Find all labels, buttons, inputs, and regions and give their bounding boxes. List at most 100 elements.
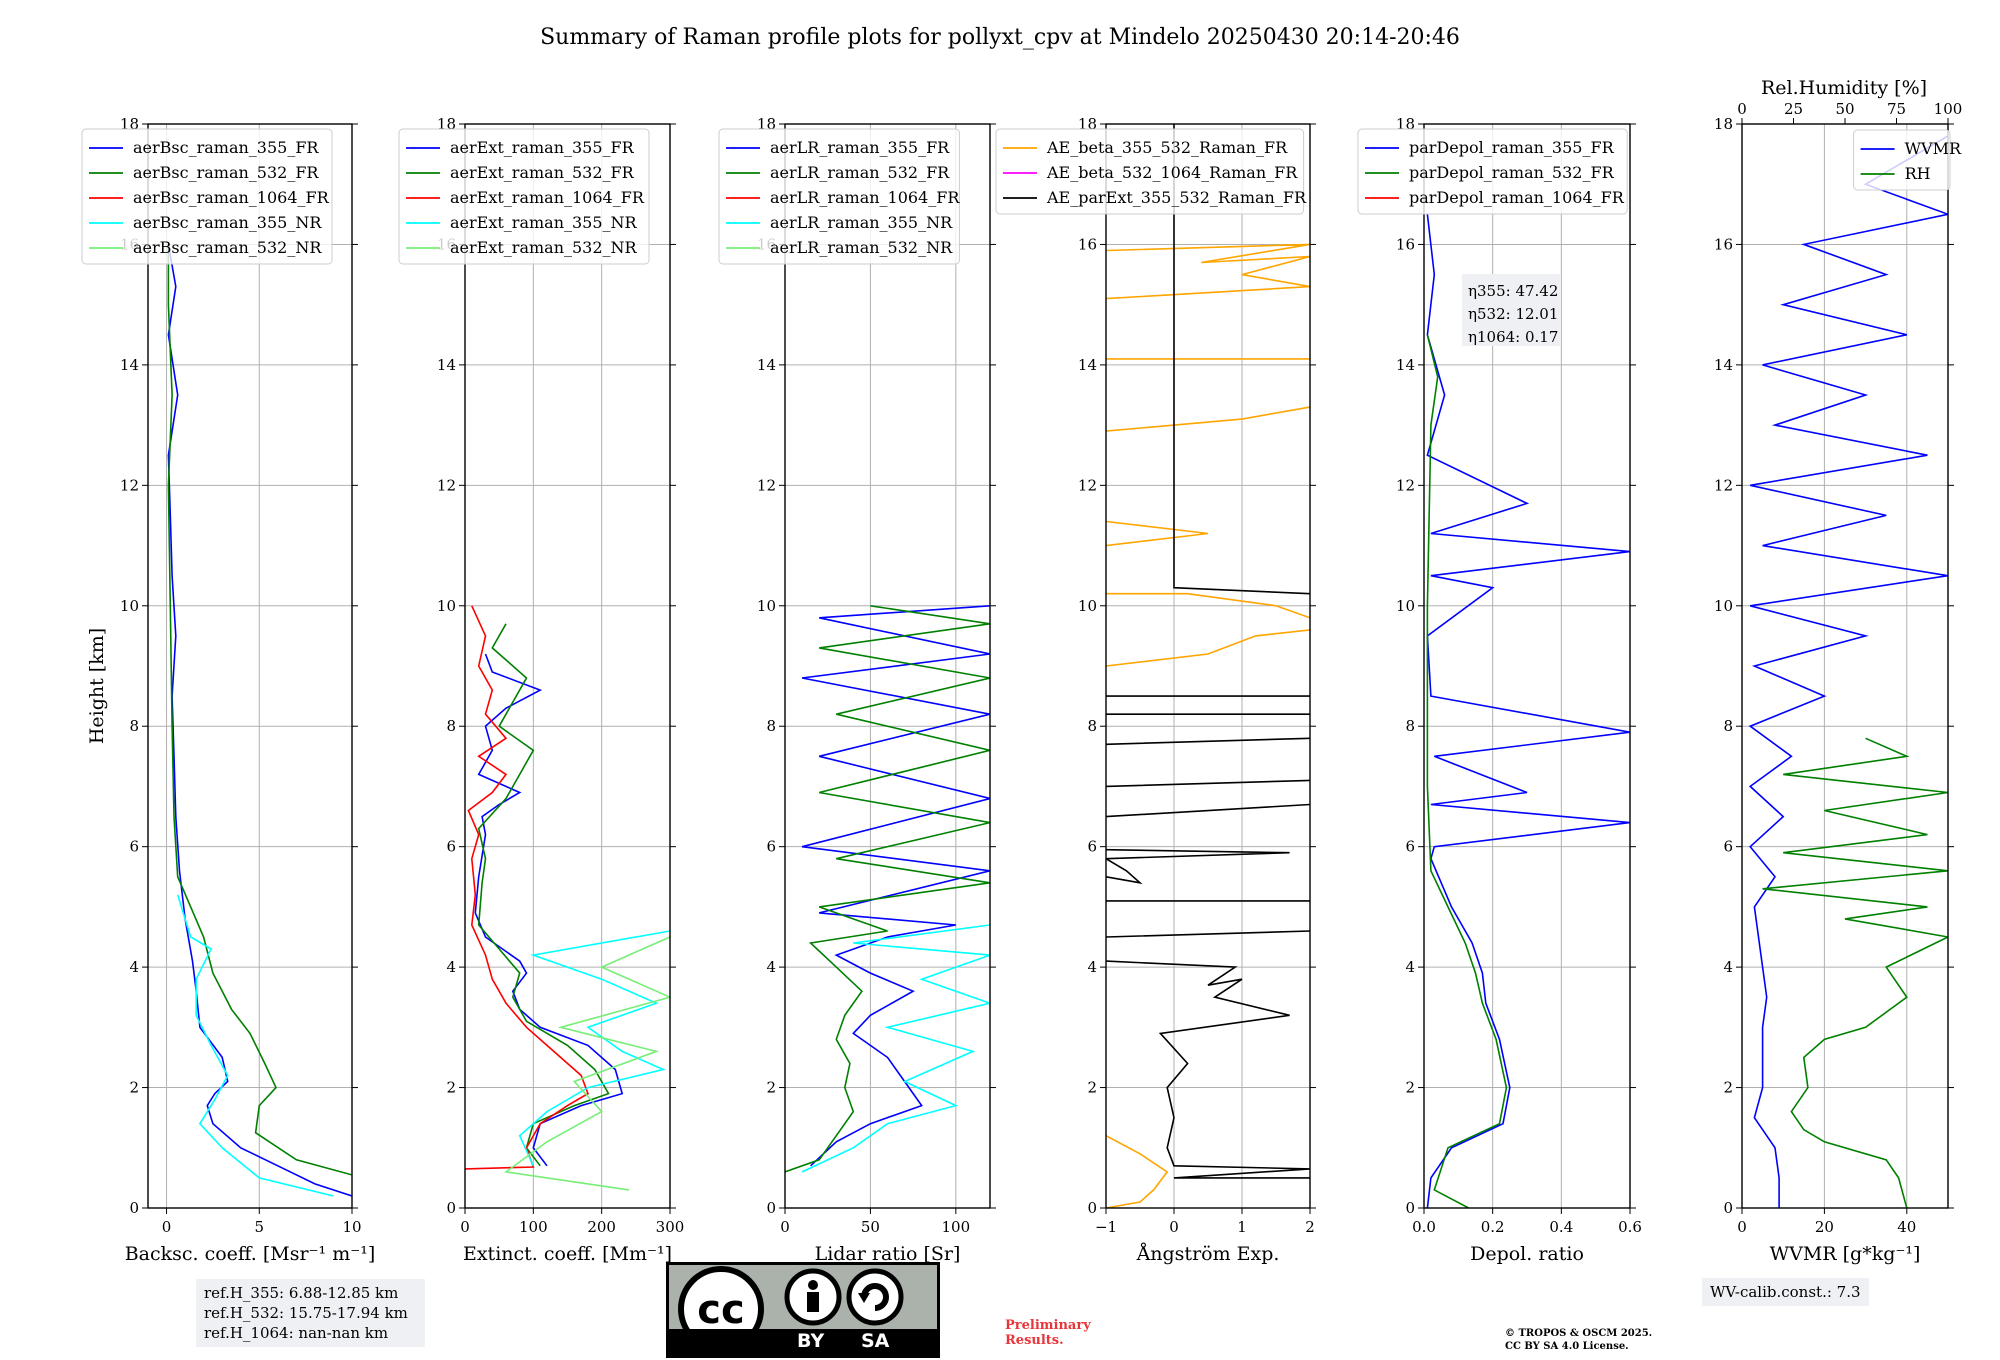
y-tick-label: 6	[446, 838, 456, 856]
figure-title: Summary of Raman profile plots for polly…	[540, 25, 1460, 50]
legend-box	[995, 128, 1305, 215]
y-tick-label: 6	[1723, 838, 1733, 856]
x-tick-label: 100	[942, 1218, 971, 1236]
y-tick-label: 2	[446, 1079, 456, 1097]
legend-entry: aerBsc_raman_355_NR	[133, 213, 322, 232]
wv-top-axis-label: Rel.Humidity [%]	[1761, 77, 1927, 99]
y-tick-label: 2	[1405, 1079, 1415, 1097]
x-tick-label: 0	[1737, 1218, 1747, 1236]
y-tick-label: 6	[1087, 838, 1097, 856]
cc-by-label: BY	[797, 1330, 825, 1352]
series-line	[518, 930, 670, 1167]
legend-entry: aerLR_raman_355_FR	[770, 138, 950, 157]
y-tick-label: 16	[1714, 235, 1733, 253]
legend: aerBsc_raman_355_FR aerBsc_raman_532_FRae…	[81, 128, 333, 265]
legend-entry: aerBsc_raman_532_NR	[133, 238, 322, 257]
y-tick-label: 12	[437, 476, 456, 494]
refH-355: ref.H_355: 6.88-12.85 km	[204, 1284, 399, 1302]
legend-entry: parDepol_raman_1064_FR	[1409, 188, 1625, 207]
y-tick-label: 12	[757, 476, 776, 494]
wv-calib-text: WV-calib.const.: 7.3	[1710, 1283, 1861, 1301]
preliminary-note: Preliminary Results.	[1005, 1318, 1091, 1348]
series-line	[477, 623, 610, 1167]
y-tick-label: 0	[766, 1199, 776, 1217]
x-tick-label: 40	[1897, 1218, 1916, 1236]
x-tick-label: 300	[656, 1218, 685, 1236]
x-axis-label: WVMR [g*kg⁻¹]	[1770, 1243, 1921, 1265]
legend-entry: aerExt_raman_1064_FR	[450, 188, 645, 207]
y-tick-label: 8	[129, 717, 139, 735]
x-tick-label: 20	[1815, 1218, 1834, 1236]
axes-frame	[1105, 123, 1311, 1209]
y-tick-label: 4	[1405, 958, 1415, 976]
y-tick-label: 0	[1405, 1199, 1415, 1217]
series-line	[503, 936, 670, 1191]
legend: parDepol_raman_355_FR parDepol_raman_532_…	[1357, 128, 1628, 215]
legend-entry: aerLR_raman_532_FR	[770, 163, 950, 182]
y-tick-label: 4	[446, 958, 456, 976]
y-tick-label: 12	[1714, 476, 1733, 494]
x-axis-label: Backsc. coeff. [Msr⁻¹ m⁻¹]	[125, 1243, 376, 1265]
y-tick-label: 12	[1396, 476, 1415, 494]
series-line	[801, 605, 990, 1167]
y-tick-label: 10	[757, 597, 776, 615]
y-tick-label: 16	[1396, 235, 1415, 253]
legend: AE_beta_355_532_Raman_FR AE_beta_532_1064…	[995, 128, 1307, 215]
y-tick-label: 8	[1723, 717, 1733, 735]
cc-by-sa-license-badge: cc BY SA	[666, 1262, 940, 1358]
panel-ext: 0100200300024681012141618Extinct. coeff.…	[398, 115, 685, 1265]
x-tick-label: 50	[861, 1218, 880, 1236]
legend-entry: parDepol_raman_532_FR	[1409, 163, 1615, 182]
x-tick-label: 0.2	[1481, 1218, 1505, 1236]
x-tick-label: 2	[1305, 1218, 1315, 1236]
x-tick-label: 0	[162, 1218, 172, 1236]
legend-box	[718, 128, 960, 265]
y-tick-label: 14	[120, 356, 139, 374]
legend-entry: aerBsc_raman_1064_FR	[133, 188, 330, 207]
x-axis-label: Lidar ratio [Sr]	[815, 1243, 961, 1265]
legend-box	[81, 128, 333, 265]
y-tick-label: 0	[1723, 1199, 1733, 1217]
legend-box	[1357, 128, 1628, 215]
y-tick-label: 16	[1078, 235, 1097, 253]
x-tick-label: 100	[519, 1218, 548, 1236]
y-tick-label: 4	[1723, 958, 1733, 976]
series-line	[785, 605, 990, 1173]
y-tick-label: 14	[1396, 356, 1415, 374]
x-tick-label: 200	[587, 1218, 616, 1236]
y-tick-label: 14	[757, 356, 776, 374]
x-tick-label: 10	[342, 1218, 361, 1236]
cc-badge-footer: BY SA	[669, 1329, 937, 1355]
x-tick-label: 0.0	[1412, 1218, 1436, 1236]
legend-entry: AE_beta_355_532_Raman_FR	[1046, 138, 1288, 157]
legend-entry: aerBsc_raman_532_FR	[133, 163, 319, 182]
legend-entry: WVMR	[1905, 139, 1962, 158]
x2-tick-label: 75	[1887, 100, 1906, 118]
legend-entry: AE_beta_532_1064_Raman_FR	[1046, 163, 1298, 182]
y-tick-label: 14	[1078, 356, 1097, 374]
y-tick-label: 12	[120, 476, 139, 494]
y-tick-label: 4	[129, 958, 139, 976]
eta-annotation-line: η532: 12.01	[1468, 305, 1558, 323]
y-tick-label: 6	[1405, 838, 1415, 856]
x-tick-label: 1	[1237, 1218, 1247, 1236]
legend-entry: aerBsc_raman_355_FR	[133, 138, 319, 157]
x-axis-label: Extinct. coeff. [Mm⁻¹]	[463, 1243, 672, 1265]
series-line	[801, 924, 990, 1173]
series-line	[1426, 214, 1630, 1208]
y-tick-label: 8	[766, 717, 776, 735]
y-tick-label: 10	[437, 597, 456, 615]
y-tick-label: 8	[446, 717, 456, 735]
y-tick-label: 8	[1405, 717, 1415, 735]
legend-entry: RH	[1905, 164, 1931, 183]
legend-entry: parDepol_raman_355_FR	[1409, 138, 1615, 157]
x-tick-label: 0.6	[1618, 1218, 1642, 1236]
axes-frame	[1423, 123, 1631, 1209]
y-tick-label: 0	[446, 1199, 456, 1217]
copyright-line-1: © TROPOS & OSCM 2025.	[1505, 1328, 1653, 1339]
reference-height-box: ref.H_355: 6.88-12.85 km ref.H_532: 15.7…	[196, 1279, 425, 1347]
series-line	[1106, 124, 1310, 1179]
